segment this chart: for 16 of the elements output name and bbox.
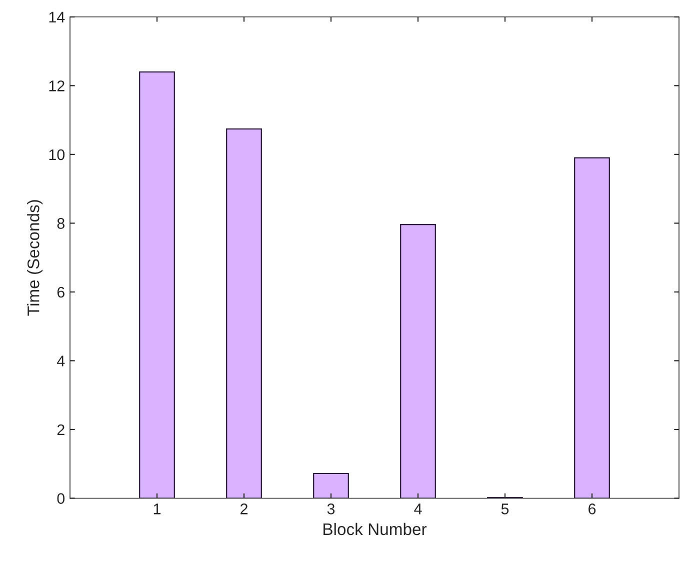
y-tick-label: 10 xyxy=(49,149,65,160)
x-tick-label: 6 xyxy=(588,504,596,514)
x-tick-label: 3 xyxy=(327,504,335,514)
x-tick-label: 1 xyxy=(154,504,161,514)
y-axis-title: Time (Seconds) xyxy=(27,200,43,316)
y-tick-label: 14 xyxy=(49,12,65,22)
y-tick-label: 0 xyxy=(57,493,65,504)
x-tick-label: 4 xyxy=(414,504,422,514)
x-tick-label: 2 xyxy=(240,504,248,514)
x-tick-label: 5 xyxy=(501,504,509,514)
y-tick-label: 6 xyxy=(57,286,64,298)
y-tick-label: 2 xyxy=(57,424,64,436)
y-tick-label: 4 xyxy=(56,356,65,366)
y-tick-label: 8 xyxy=(57,218,64,229)
x-axis-title: Block Number xyxy=(324,522,427,536)
y-tick-label: 12 xyxy=(49,80,64,92)
